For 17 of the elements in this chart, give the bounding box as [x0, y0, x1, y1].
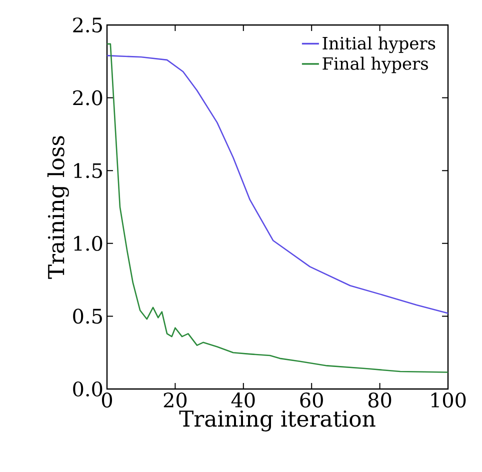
line-series [106, 54, 449, 314]
y-tick-label: 1.5 [74, 163, 102, 178]
legend-label: Initial hypers [322, 36, 436, 54]
legend-label: Final hypers [322, 56, 428, 74]
y-tick-label: 2.0 [73, 90, 102, 106]
y-tick-label: 2.5 [73, 17, 102, 33]
x-tick-label: 40 [231, 392, 255, 408]
x-tick-label: 60 [300, 392, 323, 408]
x-tick-label: 100 [431, 392, 466, 408]
y-tick-label: 0.5 [73, 308, 102, 324]
x-tick-label: 0 [102, 392, 112, 408]
y-tick-label: 1.0 [74, 236, 102, 251]
x-tick-label: 20 [164, 392, 187, 408]
y-tick-label: 0.0 [73, 381, 102, 397]
y-axis-title: Training loss [47, 136, 69, 279]
x-axis-title: Training iteration [179, 410, 376, 432]
x-tick-label: 80 [368, 392, 392, 408]
